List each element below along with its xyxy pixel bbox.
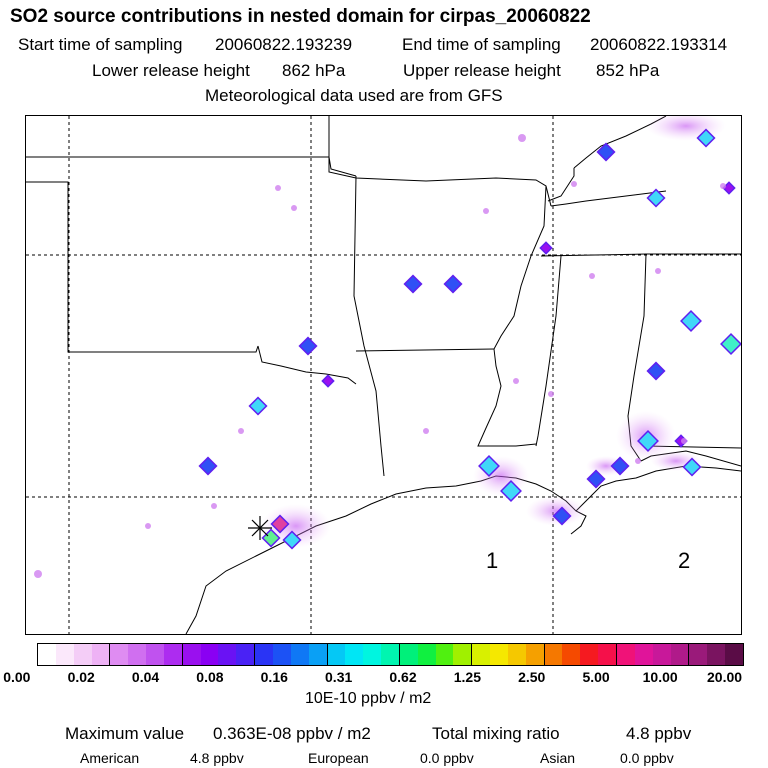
- colorbar-swatch: [38, 644, 56, 665]
- colorbar-swatch: [345, 644, 364, 665]
- colorbar-swatch: [507, 644, 526, 665]
- colorbar-swatch: [128, 644, 147, 665]
- colorbar-swatch: [182, 644, 201, 665]
- colorbar-swatch: [381, 644, 400, 665]
- lower-height-value: 862 hPa: [282, 61, 346, 80]
- colorbar-swatch: [435, 644, 454, 665]
- colorbar-swatch: [73, 644, 92, 665]
- max-value-label: Maximum value: [65, 724, 185, 743]
- american-label: American: [80, 750, 140, 766]
- upper-height-value: 852 hPa: [596, 61, 660, 80]
- colorbar-swatch: [634, 644, 653, 665]
- met-data-line: Meteorological data used are from GFS: [205, 86, 503, 105]
- colorbar-tick-label: 0.16: [260, 669, 288, 685]
- colorbar-swatch: [580, 644, 599, 665]
- colorbar-swatch: [417, 644, 436, 665]
- colorbar-swatch: [308, 644, 328, 665]
- colorbar-tick-label: 0.31: [325, 669, 353, 685]
- colorbar-swatch: [725, 644, 743, 665]
- colorbar-tick-label: 0.04: [131, 669, 160, 685]
- colorbar-swatch: [490, 644, 508, 665]
- colorbar-swatch: [689, 644, 708, 665]
- end-time-value: 20060822.193314: [590, 35, 728, 54]
- colorbar-tick-label: 2.50: [518, 669, 546, 685]
- colorbar-swatch: [544, 644, 563, 665]
- colorbar-tick-label: 0.08: [196, 669, 224, 685]
- colorbar-tick-label: 0.62: [389, 669, 417, 685]
- colorbar-swatch: [146, 644, 164, 665]
- receptor-asterisk-icon: [248, 516, 272, 540]
- region-label-2: 2: [678, 548, 690, 573]
- max-value: 0.363E-08 ppbv / m2: [213, 724, 371, 743]
- colorbar-swatch: [218, 644, 237, 665]
- colorbar-tick-label: 20.00: [707, 669, 743, 685]
- map-panel: 1 2: [25, 111, 742, 635]
- concentration-field: [34, 111, 742, 578]
- map-canvas: 1 2: [26, 111, 742, 635]
- colorbar-tick-label: 0.00: [3, 669, 31, 685]
- lower-height-label: Lower release height: [92, 61, 250, 80]
- colorbar-swatch: [91, 644, 111, 665]
- total-mixing-label: Total mixing ratio: [432, 724, 560, 743]
- colorbar-tick-label: 5.00: [582, 669, 610, 685]
- colorbar-swatch: [290, 644, 309, 665]
- colorbar-tick-label: 10.00: [642, 669, 678, 685]
- colorbar-swatch: [363, 644, 382, 665]
- colorbar-swatch: [652, 644, 671, 665]
- colorbar-swatch: [562, 644, 581, 665]
- coastline: [185, 465, 742, 635]
- asian-label: Asian: [540, 750, 576, 766]
- colorbar-swatch: [617, 644, 635, 665]
- european-label: European: [308, 750, 369, 766]
- colorbar-swatch: [707, 644, 726, 665]
- colorbar-swatch: [272, 644, 291, 665]
- colorbar-swatch: [525, 644, 545, 665]
- colorbar-unit: 10E-10 ppbv / m2: [305, 690, 432, 707]
- colorbar-swatch: [255, 644, 273, 665]
- colorbar-swatch: [399, 644, 418, 665]
- european-value: 0.0 ppbv: [420, 750, 474, 766]
- colorbar-swatch: [327, 644, 346, 665]
- colorbar-swatch: [453, 644, 473, 665]
- start-time-label: Start time of sampling: [18, 35, 183, 54]
- region-label-1: 1: [486, 548, 498, 573]
- end-time-label: End time of sampling: [402, 35, 561, 54]
- colorbar-tick-label: 0.02: [67, 669, 95, 685]
- colorbar-swatch: [236, 644, 256, 665]
- graticule: [26, 116, 741, 634]
- colorbar-swatch: [110, 644, 129, 665]
- colorbar-swatch: [55, 644, 74, 665]
- total-mixing-value: 4.8 ppbv: [626, 724, 692, 743]
- colorbar-swatch: [472, 644, 491, 665]
- colorbar-swatch: [163, 644, 183, 665]
- colorbar-swatch: [598, 644, 617, 665]
- colorbar-swatch: [200, 644, 219, 665]
- colorbar-swatch: [670, 644, 690, 665]
- asian-value: 0.0 ppbv: [620, 750, 674, 766]
- american-value: 4.8 ppbv: [190, 750, 244, 766]
- plot-title: SO2 source contributions in nested domai…: [10, 6, 591, 27]
- upper-height-label: Upper release height: [403, 61, 561, 80]
- colorbar: [37, 643, 744, 666]
- start-time-value: 20060822.193239: [215, 35, 353, 54]
- colorbar-tick-label: 1.25: [453, 669, 481, 685]
